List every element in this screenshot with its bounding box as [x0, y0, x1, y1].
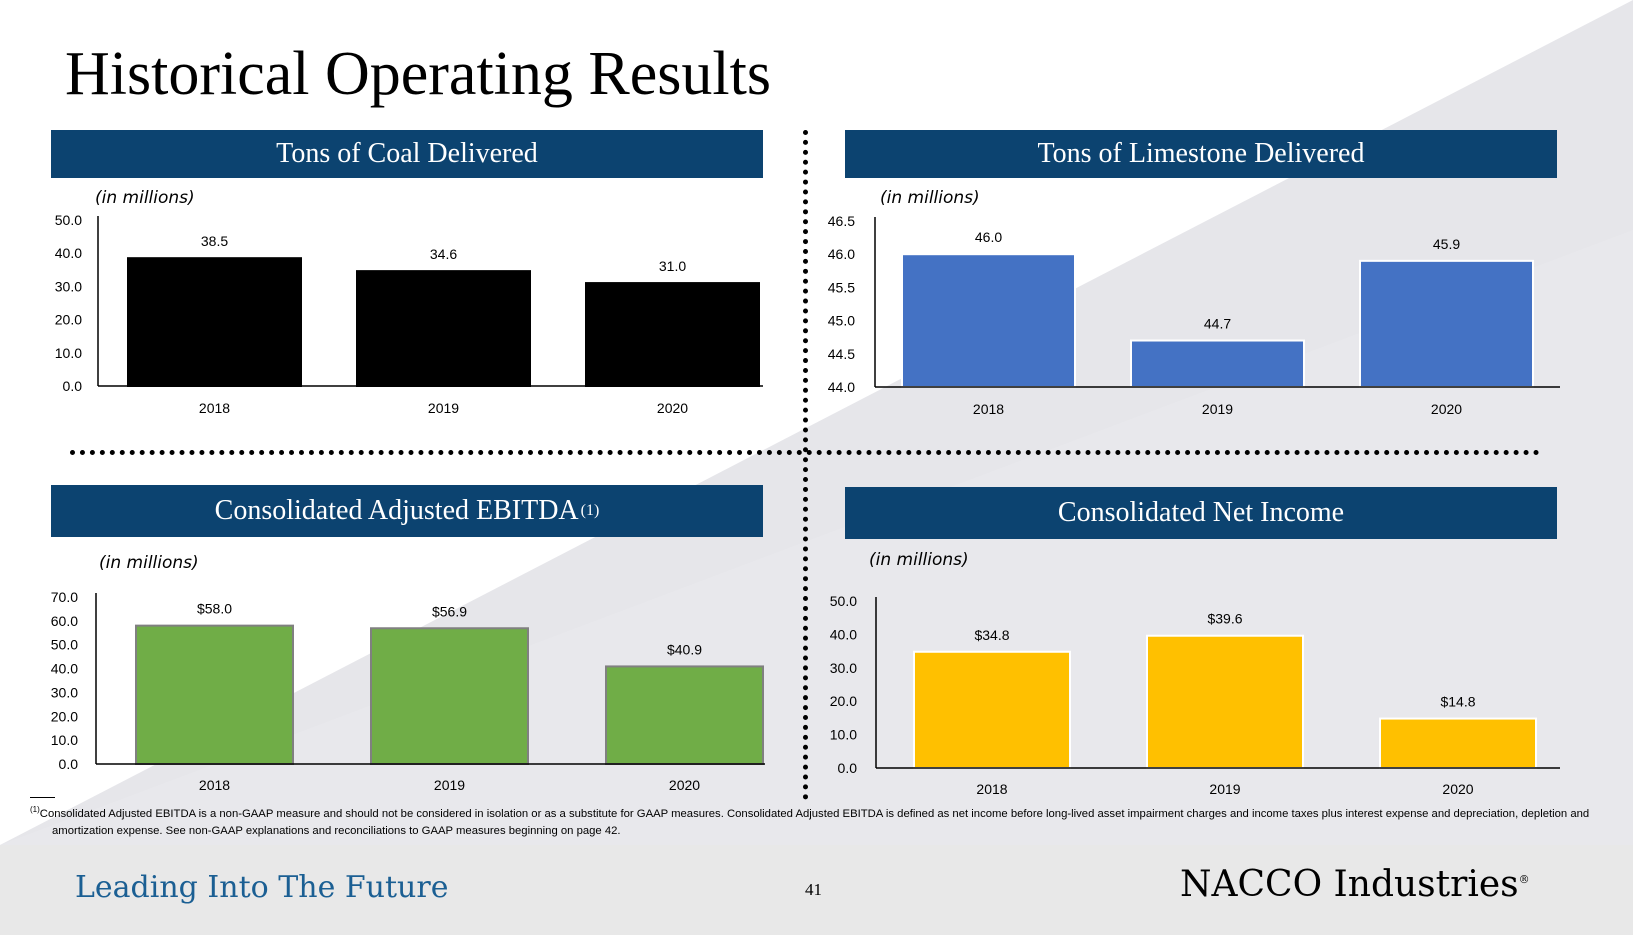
net-income-category-label: 2018 [976, 781, 1007, 797]
limestone-data-label: 46.0 [975, 229, 1002, 245]
ebitda-data-label: $58.0 [197, 601, 232, 617]
coal-category-label: 2019 [428, 400, 459, 416]
footer-tagline: Leading Into The Future [75, 870, 449, 905]
net-income-y-tick-label: 30.0 [830, 660, 857, 676]
ebitda-category-label: 2020 [669, 777, 700, 793]
limestone-unit-label: (in millions) [880, 188, 980, 208]
coal-unit-label: (in millions) [95, 188, 195, 208]
ebitda-bar-2019 [370, 627, 529, 766]
footnote-line-2: amortization expense. See non-GAAP expla… [52, 824, 621, 837]
coal-category-label: 2018 [199, 400, 230, 416]
coal-bar-2020 [585, 282, 760, 387]
net-income-bar-2018 [913, 650, 1071, 770]
ebitda-y-tick-label: 40.0 [51, 661, 78, 677]
limestone-data-label: 45.9 [1433, 236, 1460, 252]
limestone-bar-2018 [901, 253, 1076, 388]
coal-y-tick-label: 20.0 [55, 312, 82, 328]
coal-bar-2018 [127, 257, 302, 387]
coal-bar-2019 [356, 270, 531, 387]
net-income-data-label: $34.8 [974, 627, 1009, 643]
ebitda-y-tick-label: 0.0 [59, 756, 79, 772]
net-income-bar-2019 [1146, 634, 1304, 770]
ebitda-y-tick-label: 70.0 [51, 589, 78, 605]
limestone-y-tick-label: 45.0 [828, 313, 855, 329]
coal-y-tick-label: 0.0 [63, 378, 83, 394]
footer-band [0, 845, 1633, 935]
net-income-chart-title: Consolidated Net Income [845, 487, 1557, 539]
coal-data-label: 34.6 [430, 246, 457, 262]
vertical-divider [803, 130, 808, 800]
company-logo-text: NACCO Industries [1180, 864, 1519, 905]
net-income-bar-2020 [1379, 717, 1537, 769]
coal-chart-title-text: Tons of Coal Delivered [276, 138, 538, 169]
net-income-y-tick-label: 40.0 [830, 626, 857, 642]
coal-chart-title: Tons of Coal Delivered [51, 130, 763, 178]
ebitda-chart-title-text: Consolidated Adjusted EBITDA [214, 495, 579, 526]
coal-y-tick-label: 10.0 [55, 345, 82, 361]
limestone-chart-title-text: Tons of Limestone Delivered [1037, 138, 1365, 169]
coal-data-label: 38.5 [201, 233, 228, 249]
coal-data-label: 31.0 [659, 258, 686, 274]
ebitda-y-tick-label: 50.0 [51, 637, 78, 653]
ebitda-data-label: $40.9 [667, 641, 702, 657]
ebitda-unit-label: (in millions) [99, 553, 199, 573]
ebitda-data-label: $56.9 [432, 603, 467, 619]
net-income-category-label: 2020 [1442, 781, 1473, 797]
net-income-category-label: 2019 [1209, 781, 1240, 797]
net-income-chart-title-text: Consolidated Net Income [1057, 497, 1345, 528]
limestone-chart-title: Tons of Limestone Delivered [845, 130, 1557, 178]
ebitda-footnote-marker: (1) [580, 502, 600, 519]
footnote-marker: (1) [30, 805, 40, 814]
limestone-y-tick-label: 46.5 [828, 213, 855, 229]
net-income-y-tick-label: 50.0 [830, 593, 857, 609]
limestone-y-tick-label: 44.0 [828, 379, 855, 395]
ebitda-chart-title: Consolidated Adjusted EBITDA (1) [51, 485, 763, 537]
net-income-unit-label: (in millions) [869, 550, 969, 570]
net-income-y-tick-label: 10.0 [830, 727, 857, 743]
coal-category-label: 2020 [657, 400, 688, 416]
page-title: Historical Operating Results [65, 40, 771, 108]
limestone-category-label: 2018 [973, 401, 1004, 417]
horizontal-divider [70, 450, 1540, 455]
company-logo: NACCO Industries® [1180, 864, 1530, 905]
ebitda-category-label: 2019 [434, 777, 465, 793]
limestone-category-label: 2020 [1431, 401, 1462, 417]
coal-y-tick-label: 40.0 [55, 245, 82, 261]
registered-mark: ® [1518, 873, 1530, 886]
limestone-category-label: 2019 [1202, 401, 1233, 417]
net-income-y-tick-label: 20.0 [830, 693, 857, 709]
ebitda-y-tick-label: 20.0 [51, 708, 78, 724]
net-income-y-tick-label: 0.0 [838, 760, 858, 776]
ebitda-y-tick-label: 30.0 [51, 684, 78, 700]
net-income-data-label: $39.6 [1207, 611, 1242, 627]
coal-y-tick-label: 30.0 [55, 278, 82, 294]
limestone-y-tick-label: 44.5 [828, 346, 855, 362]
ebitda-y-tick-label: 60.0 [51, 613, 78, 629]
ebitda-y-tick-label: 10.0 [51, 732, 78, 748]
limestone-bar-2020 [1359, 259, 1534, 388]
ebitda-category-label: 2018 [199, 777, 230, 793]
net-income-data-label: $14.8 [1440, 694, 1475, 710]
ebitda-bar-2018 [135, 624, 294, 766]
limestone-data-label: 44.7 [1204, 316, 1231, 332]
footnote-line-1: Consolidated Adjusted EBITDA is a non-GA… [39, 807, 1590, 820]
page-number: 41 [805, 880, 822, 899]
footnote: (1)Consolidated Adjusted EBITDA is a non… [30, 801, 1600, 840]
footnote-rule [30, 797, 55, 798]
coal-y-tick-label: 50.0 [55, 212, 82, 228]
limestone-y-tick-label: 45.5 [828, 279, 855, 295]
limestone-y-tick-label: 46.0 [828, 246, 855, 262]
